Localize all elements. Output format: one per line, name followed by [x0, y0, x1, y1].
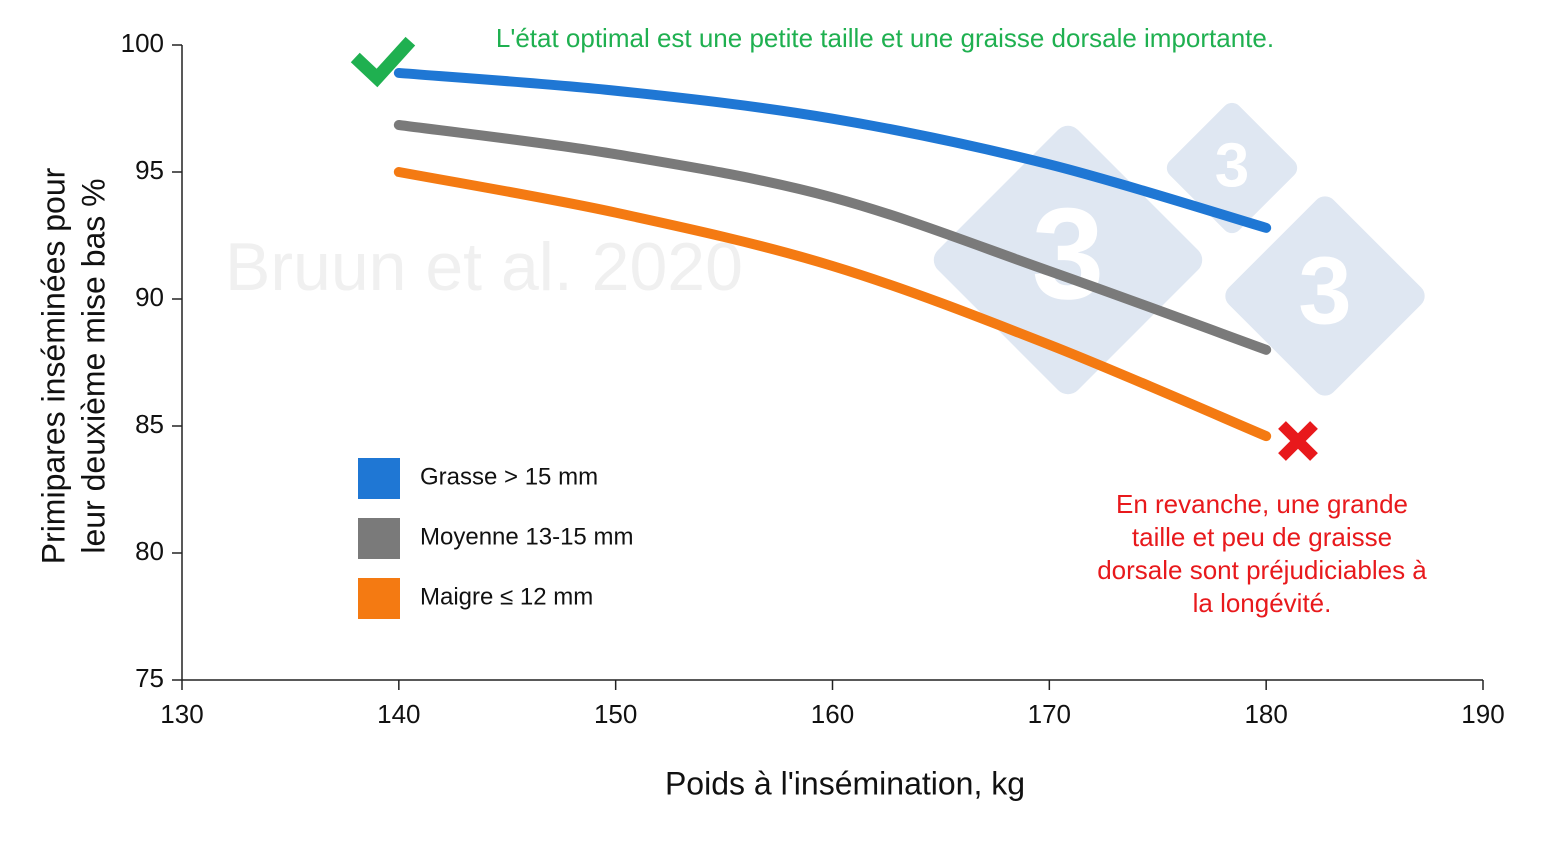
series-line: [393, 167, 1272, 442]
annotation-line: En revanche, une grande: [1116, 489, 1408, 519]
series-line: [393, 120, 1272, 355]
logo-diamond: [1166, 102, 1298, 234]
cross-icon: [1278, 421, 1318, 461]
x-tick-label: 190: [1461, 699, 1504, 729]
logo-digit: 3: [1298, 237, 1351, 344]
x-tick-label: 150: [594, 699, 637, 729]
legend-swatch: [358, 458, 400, 499]
legend-swatch: [358, 518, 400, 559]
legend-label: Moyenne 13-15 mm: [420, 523, 633, 550]
series-line: [393, 67, 1272, 233]
annotation-bottom: En revanche, une grande taille et peu de…: [1097, 489, 1427, 618]
legend-label: Grasse > 15 mm: [420, 463, 598, 490]
x-tick-label: 170: [1028, 699, 1071, 729]
watermark: Bruun et al. 2020: [225, 229, 743, 305]
legend-swatch: [358, 578, 400, 619]
y-tick-label: 80: [135, 536, 164, 566]
annotation: L'état optimal est une petite taille et …: [496, 23, 1274, 53]
x-tick-label: 140: [377, 699, 420, 729]
logo-digit: 3: [1032, 180, 1104, 326]
annotation-line: taille et peu de graisse: [1132, 522, 1392, 552]
y-axis-title: Primipares inséminées pour leur deuxième…: [35, 167, 111, 564]
y-tick-label: 90: [135, 282, 164, 312]
logo-diamond: [1225, 196, 1425, 396]
y-axis-title-line: leur deuxième mise bas %: [75, 178, 111, 553]
annotation-line: la longévité.: [1193, 588, 1332, 618]
y-tick-label: 100: [121, 28, 164, 58]
y-tick-label: 85: [135, 409, 164, 439]
legend-label: Maigre ≤ 12 mm: [420, 583, 593, 610]
x-axis-title: Poids à l'insémination, kg: [665, 765, 1025, 801]
y-tick-label: 75: [135, 663, 164, 693]
x-tick-label: 160: [811, 699, 854, 729]
logo-digit: 3: [1215, 131, 1249, 200]
x-tick-label: 130: [160, 699, 203, 729]
y-axis-title-line: Primipares inséminées pour: [35, 167, 71, 564]
annotation-line: dorsale sont préjudiciables à: [1097, 555, 1427, 585]
plot: 75 80 85 90 95 100 130 140 150 160 170 180 190 Grasse…: [121, 28, 1505, 729]
x-tick-label: 180: [1244, 699, 1287, 729]
y-tick-label: 95: [135, 155, 164, 185]
check-icon: [350, 36, 416, 88]
